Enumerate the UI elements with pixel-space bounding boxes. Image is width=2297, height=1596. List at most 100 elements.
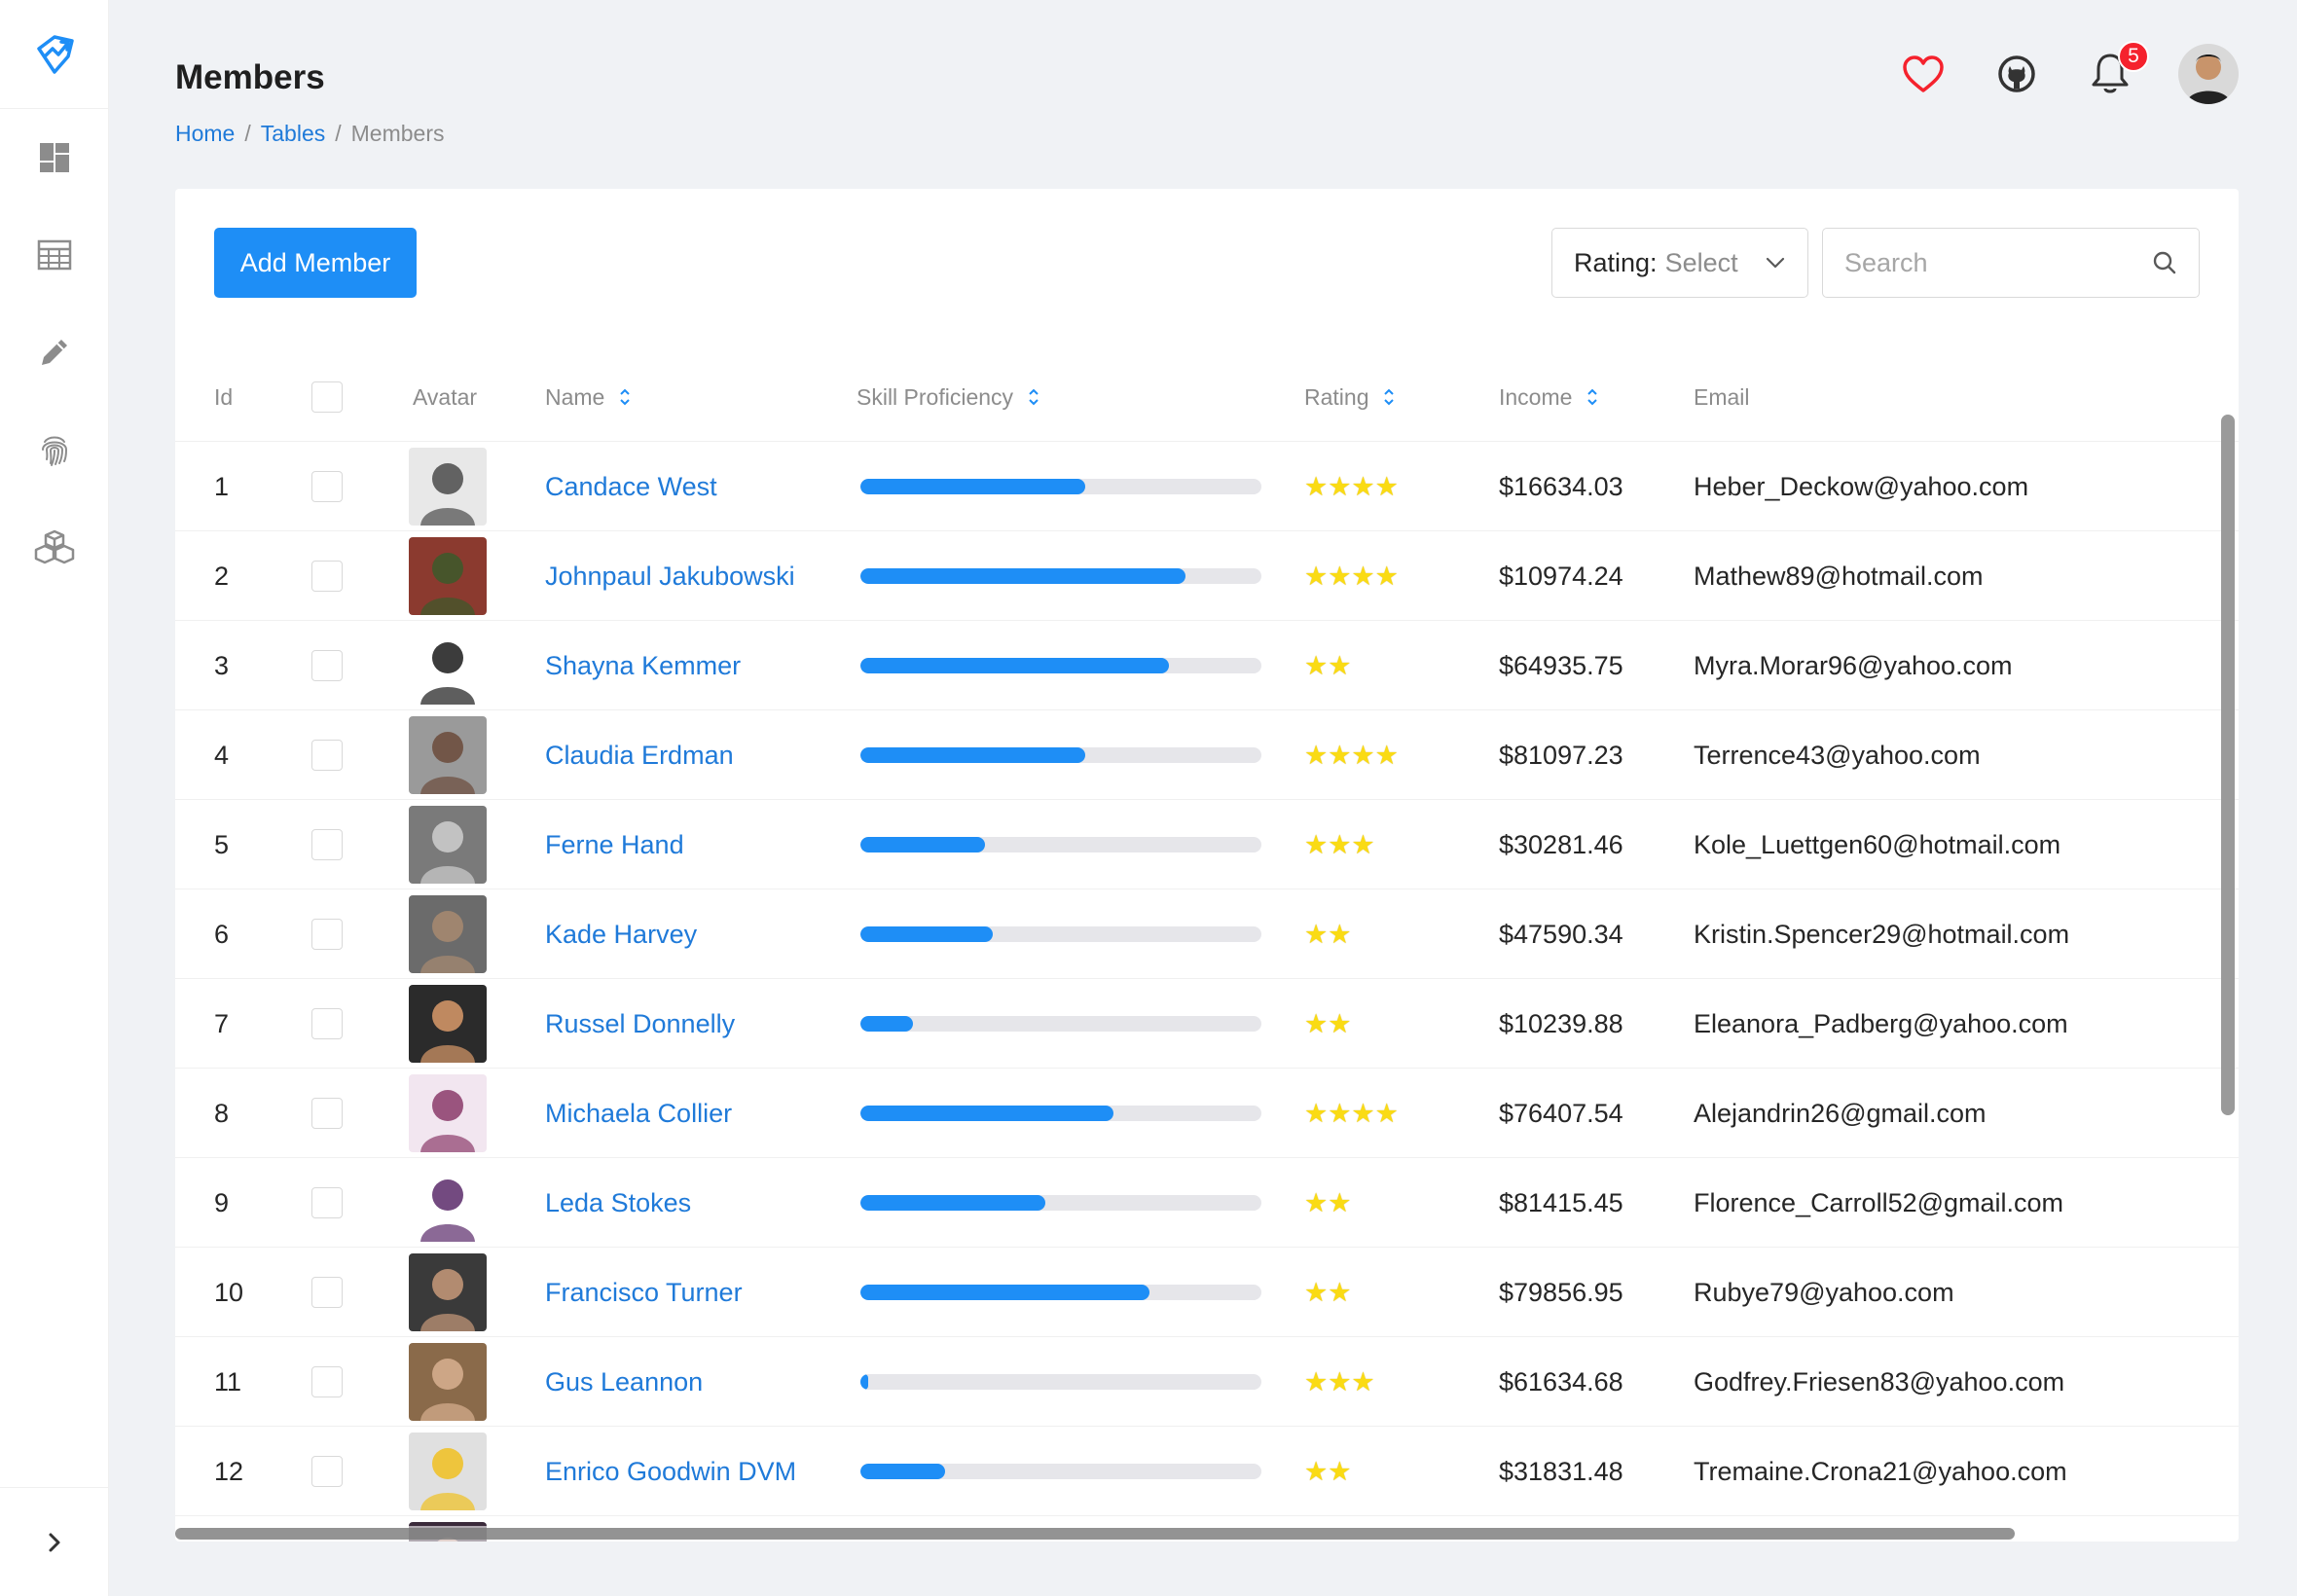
cell-select	[311, 1248, 343, 1337]
table-row: 11 Gus Leannon ★★★ $61634.68 Godf	[175, 1337, 2239, 1427]
breadcrumb-home[interactable]: Home	[175, 121, 236, 146]
sidebar-item-dashboard[interactable]	[0, 109, 108, 206]
user-avatar[interactable]	[2178, 44, 2239, 104]
search-field[interactable]	[1822, 228, 2200, 298]
fingerprint-icon	[41, 436, 67, 466]
sort-icon[interactable]	[1382, 386, 1396, 408]
member-name-link[interactable]: Enrico Goodwin DVM	[545, 1456, 797, 1486]
skill-progress-bar	[860, 747, 1261, 763]
row-checkbox[interactable]	[311, 1456, 343, 1487]
notifications-button[interactable]: 5	[2085, 41, 2149, 99]
row-checkbox[interactable]	[311, 1366, 343, 1397]
add-member-button[interactable]: Add Member	[214, 228, 417, 298]
sidebar-collapse-button[interactable]	[0, 1487, 109, 1596]
col-email: Email	[1694, 352, 1750, 442]
skill-progress-fill	[860, 1106, 1113, 1121]
cell-skill	[860, 1337, 1261, 1427]
rating-stars: ★★	[1304, 650, 1352, 680]
skill-progress-bar	[860, 837, 1261, 852]
member-name-link[interactable]: Michaela Collier	[545, 1098, 733, 1128]
member-name-link[interactable]: Claudia Erdman	[545, 740, 734, 770]
github-icon	[1998, 55, 2035, 92]
cell-id: 2	[214, 561, 230, 591]
avatar-image	[409, 448, 487, 526]
sidebar-item-tables[interactable]	[0, 206, 108, 304]
horizontal-scrollbar[interactable]	[175, 1526, 2239, 1542]
row-checkbox[interactable]	[311, 1187, 343, 1218]
cell-income: $30281.46	[1499, 829, 1623, 859]
row-checkbox[interactable]	[311, 919, 343, 950]
col-name[interactable]: Name	[545, 352, 632, 442]
favorite-button[interactable]	[1898, 49, 1949, 99]
cell-select	[311, 1158, 343, 1248]
cell-income: $61634.68	[1499, 1366, 1623, 1396]
sidebar-item-components[interactable]	[0, 498, 108, 596]
sort-icon[interactable]	[1027, 386, 1040, 408]
member-name-link[interactable]: Leda Stokes	[545, 1187, 692, 1217]
cell-select	[311, 621, 343, 710]
col-income-label: Income	[1499, 383, 1573, 410]
table-row: 9 Leda Stokes ★★ $81415.45 Floren	[175, 1158, 2239, 1248]
skill-progress-fill	[860, 747, 1085, 763]
row-checkbox[interactable]	[311, 740, 343, 771]
avatar-image	[409, 985, 487, 1063]
sidebar-item-auth[interactable]	[0, 401, 108, 498]
row-checkbox[interactable]	[311, 1098, 343, 1129]
row-checkbox[interactable]	[311, 1277, 343, 1308]
heart-icon	[1903, 55, 1944, 92]
cell-id: 4	[214, 740, 230, 770]
skill-progress-bar	[860, 658, 1261, 673]
cell-income: $16634.03	[1499, 471, 1623, 501]
rating-stars: ★★★★	[1304, 561, 1399, 591]
avatar-image	[409, 716, 487, 794]
cell-skill	[860, 800, 1261, 889]
cell-avatar	[409, 889, 487, 979]
member-name-link[interactable]: Johnpaul Jakubowski	[545, 561, 795, 591]
member-name-link[interactable]: Francisco Turner	[545, 1277, 743, 1307]
sort-icon[interactable]	[618, 386, 632, 408]
breadcrumb-tables[interactable]: Tables	[260, 121, 326, 146]
bell-icon	[2092, 54, 2129, 93]
col-skill[interactable]: Skill Proficiency	[857, 352, 1040, 442]
select-all-checkbox[interactable]	[311, 381, 343, 413]
row-checkbox[interactable]	[311, 1008, 343, 1039]
search-icon[interactable]	[2152, 250, 2177, 275]
avatar-image	[409, 806, 487, 884]
avatar-image	[409, 1253, 487, 1331]
col-rating[interactable]: Rating	[1304, 352, 1396, 442]
member-name-link[interactable]: Candace West	[545, 471, 717, 501]
cell-select	[311, 1337, 343, 1427]
chevron-right-icon	[49, 1533, 60, 1551]
member-name-link[interactable]: Shayna Kemmer	[545, 650, 742, 680]
cell-email: Terrence43@yahoo.com	[1694, 740, 1981, 770]
github-button[interactable]	[1991, 49, 2042, 99]
search-input[interactable]	[1844, 247, 2127, 278]
member-name-link[interactable]: Russel Donnelly	[545, 1008, 736, 1038]
vertical-scrollbar-thumb[interactable]	[2221, 415, 2235, 1115]
row-checkbox[interactable]	[311, 471, 343, 502]
rating-stars: ★★★	[1304, 829, 1375, 859]
col-income[interactable]: Income	[1499, 352, 1599, 442]
avatar	[409, 627, 487, 705]
table-header: Id Avatar Name Skill Proficiency Rating …	[175, 352, 2239, 442]
sort-icon[interactable]	[1586, 386, 1599, 408]
cell-income: $31831.48	[1499, 1456, 1623, 1486]
app-logo[interactable]	[0, 0, 108, 109]
member-name-link[interactable]: Gus Leannon	[545, 1366, 704, 1396]
member-name-link[interactable]: Ferne Hand	[545, 829, 684, 859]
cell-income: $79856.95	[1499, 1277, 1623, 1307]
cell-email: Eleanora_Padberg@yahoo.com	[1694, 1008, 2068, 1038]
cell-income: $81097.23	[1499, 740, 1623, 770]
member-name-link[interactable]: Kade Harvey	[545, 919, 698, 949]
chevron-down-icon	[1766, 257, 1785, 269]
cell-skill	[860, 1427, 1261, 1516]
row-checkbox[interactable]	[311, 561, 343, 592]
cell-email: Rubye79@yahoo.com	[1694, 1277, 1954, 1307]
breadcrumb-separator: /	[335, 121, 342, 146]
row-checkbox[interactable]	[311, 650, 343, 681]
rating-filter-select[interactable]: Rating: Select	[1551, 228, 1808, 298]
horizontal-scrollbar-thumb[interactable]	[175, 1528, 2015, 1540]
row-checkbox[interactable]	[311, 829, 343, 860]
breadcrumb-separator: /	[244, 121, 251, 146]
sidebar-item-forms[interactable]	[0, 304, 108, 401]
